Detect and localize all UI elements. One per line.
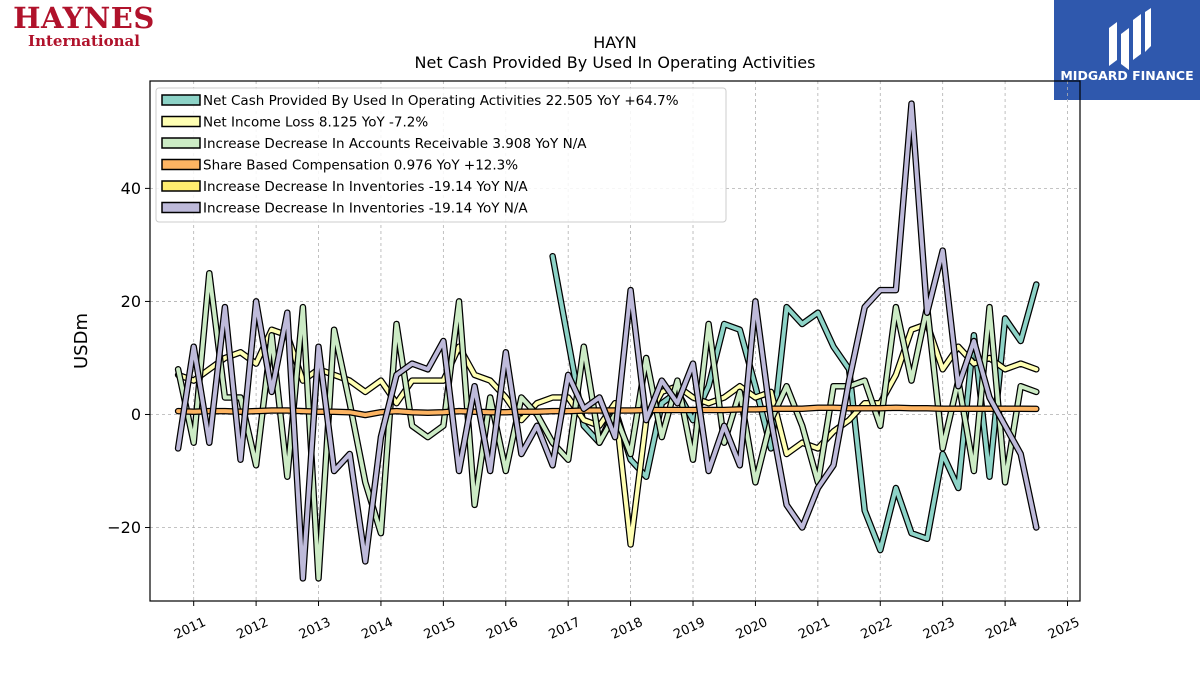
legend-item: Increase Decrease In Accounts Receivable… <box>161 136 587 152</box>
legend-item: Net Income Loss 8.125 YoY -7.2% <box>161 115 428 131</box>
series-0-line <box>549 252 1040 554</box>
legend-label: Increase Decrease In Inventories -19.14 … <box>203 201 528 217</box>
x-tick-label: 2019 <box>671 615 707 643</box>
legend-label: Increase Decrease In Accounts Receivable… <box>203 136 587 152</box>
haynes-logo-wordmark: HAYNES <box>13 1 155 35</box>
x-tick-label: 2014 <box>359 615 395 643</box>
x-tick-label: 2021 <box>796 615 832 643</box>
legend-swatch <box>161 201 201 214</box>
legend-label: Net Income Loss 8.125 YoY -7.2% <box>203 115 428 131</box>
x-tick-label: 2020 <box>734 615 770 643</box>
y-tick-label: −20 <box>107 518 141 537</box>
y-axis-label: USDm <box>71 313 92 369</box>
x-tick-label: 2022 <box>859 615 895 643</box>
legend-swatch <box>161 180 201 192</box>
x-tick-label: 2025 <box>1046 615 1082 643</box>
midgard-emblem-icon <box>1109 8 1151 70</box>
legend-label: Share Based Compensation 0.976 YoY +12.3… <box>203 158 518 174</box>
x-tick-label: 2018 <box>609 615 645 643</box>
grid-lines <box>150 81 1080 601</box>
legend-label: Increase Decrease In Inventories -19.14 … <box>203 179 528 195</box>
series-5-line <box>174 100 1040 582</box>
legend-box <box>155 87 727 223</box>
chart-title: HAYN <box>593 33 636 52</box>
x-tick-label: 2011 <box>172 615 208 643</box>
y-tick-label: 40 <box>121 179 141 198</box>
legend-item: Increase Decrease In Inventories -19.14 … <box>161 179 528 195</box>
legend-swatch <box>161 158 201 171</box>
x-tick-label: 2017 <box>547 615 583 643</box>
y-tick-label: 0 <box>131 405 141 424</box>
series-layer <box>174 100 1040 582</box>
plot-frame <box>149 80 1081 602</box>
x-tick-label: 2013 <box>297 615 333 643</box>
haynes-logo: HAYNES International <box>4 4 164 49</box>
legend-swatch <box>161 94 201 106</box>
legend-label: Net Cash Provided By Used In Operating A… <box>203 93 679 109</box>
legend-swatch <box>161 137 201 149</box>
legend-item: Net Cash Provided By Used In Operating A… <box>161 93 679 109</box>
x-tick-label: 2015 <box>422 615 458 643</box>
midgard-finance-wordmark: MIDGARD FINANCE <box>1060 68 1194 83</box>
y-tick-label: 20 <box>121 292 141 311</box>
midgard-finance-logo: MIDGARD FINANCE <box>1054 0 1200 100</box>
legend-item: Increase Decrease In Inventories -19.14 … <box>161 201 528 217</box>
legend: Net Cash Provided By Used In Operating A… <box>155 87 727 223</box>
legend-item: Share Based Compensation 0.976 YoY +12.3… <box>161 158 518 174</box>
x-tick-label: 2016 <box>484 615 520 643</box>
haynes-logo-subtitle: International <box>28 32 140 50</box>
x-tick-label: 2024 <box>983 615 1019 643</box>
legend-swatch <box>161 115 201 128</box>
series-2-line <box>174 269 1040 582</box>
chart-subtitle: Net Cash Provided By Used In Operating A… <box>415 53 816 72</box>
x-tick-label: 2012 <box>234 615 270 643</box>
x-tick-label: 2023 <box>921 615 957 643</box>
